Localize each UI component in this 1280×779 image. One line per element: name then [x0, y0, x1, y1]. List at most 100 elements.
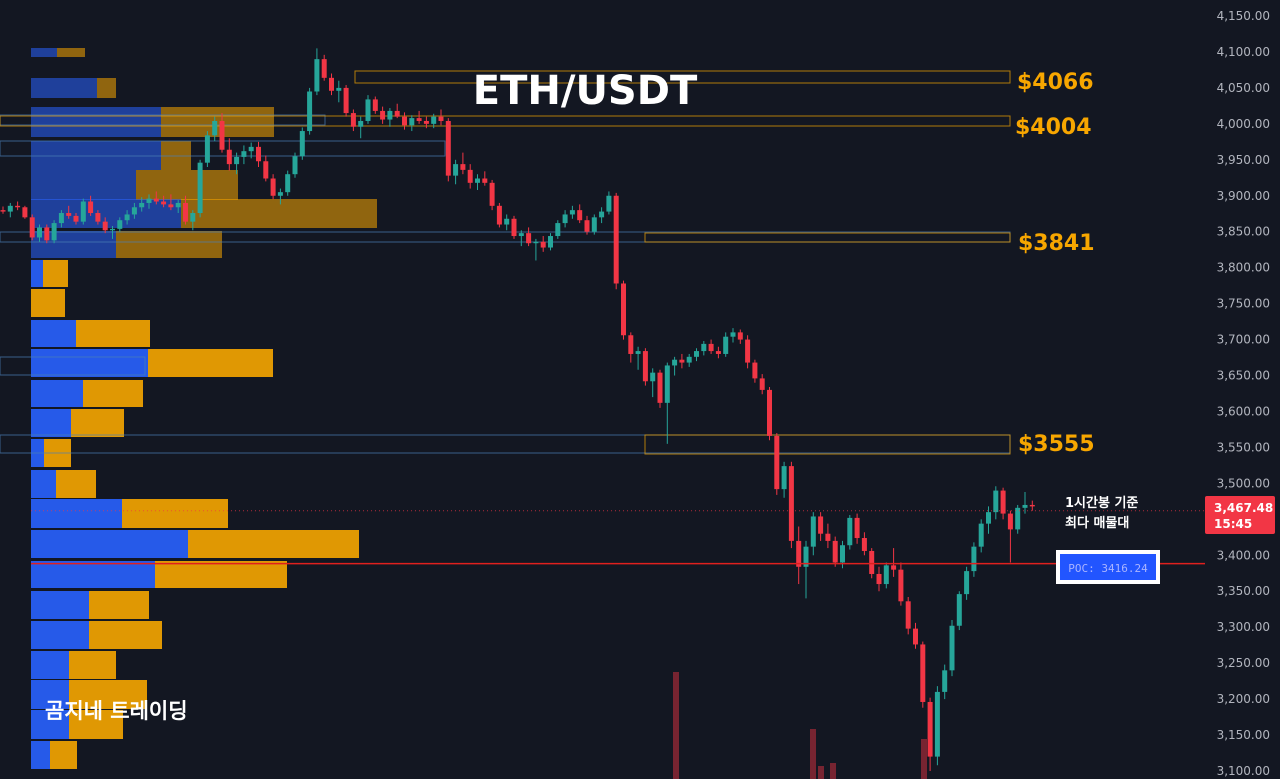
- candle-body: [212, 120, 218, 136]
- candle-body: [197, 162, 203, 214]
- y-tick-label: 3,400.00: [1217, 548, 1270, 562]
- candle: [489, 179, 495, 211]
- annotation-line-1: 1시간봉 기준: [1065, 495, 1138, 511]
- candle: [752, 359, 758, 383]
- candle-body: [153, 198, 159, 202]
- candle-body: [248, 146, 254, 152]
- vp-buy-bar: [31, 260, 43, 287]
- vp-buy-bar: [31, 231, 116, 258]
- candle-body: [0, 210, 6, 212]
- candle: [898, 562, 904, 606]
- candle: [927, 697, 933, 771]
- vp-sell-bar: [31, 289, 65, 317]
- candle: [504, 214, 510, 231]
- candle-body: [66, 213, 72, 216]
- vp-buy-bar: [31, 78, 97, 98]
- candle: [343, 85, 349, 117]
- candle: [825, 523, 831, 549]
- candle-body: [934, 691, 940, 757]
- candle-body: [905, 601, 911, 629]
- level-box-4066: [354, 70, 1011, 84]
- candle-body: [453, 164, 459, 176]
- candle-body: [1015, 507, 1021, 530]
- candle-body: [482, 178, 488, 183]
- candle-body: [752, 362, 758, 379]
- candle: [562, 210, 568, 228]
- candle-body: [767, 389, 772, 436]
- candle-body: [504, 218, 510, 225]
- candle: [139, 197, 145, 212]
- candle-body: [73, 215, 79, 222]
- candle: [745, 335, 751, 369]
- candle-body: [840, 545, 845, 563]
- candle-body: [526, 233, 532, 244]
- candle-body: [796, 540, 802, 567]
- candle: [350, 109, 356, 132]
- candle-body: [599, 211, 605, 218]
- candle-body: [949, 625, 955, 671]
- candle: [913, 622, 918, 649]
- poc-label-bg: [1060, 554, 1156, 580]
- candle-body: [628, 335, 634, 354]
- candle: [694, 348, 699, 362]
- vp-buy-bar: [31, 380, 83, 407]
- candle-body: [701, 343, 707, 352]
- candle-body: [110, 228, 115, 231]
- candle: [299, 127, 305, 160]
- candle: [110, 225, 115, 239]
- candle-body: [1007, 513, 1013, 530]
- candle: [1022, 492, 1028, 514]
- candle-body: [854, 517, 860, 539]
- candle: [51, 220, 57, 244]
- candle-body: [431, 116, 437, 124]
- candle: [854, 513, 860, 544]
- volume-bars: [673, 672, 927, 779]
- candle: [80, 198, 86, 225]
- candle: [548, 233, 553, 251]
- candle-body: [993, 490, 999, 513]
- candle: [993, 486, 999, 520]
- candle-body: [723, 336, 729, 354]
- volume-bar: [818, 766, 824, 779]
- current-price-tag: 3,467.48 15:45: [1205, 496, 1275, 534]
- candle: [964, 566, 970, 600]
- candle-body: [314, 59, 320, 92]
- candle-body: [467, 169, 473, 183]
- y-tick-label: 3,850.00: [1217, 225, 1270, 239]
- candle-body: [409, 118, 415, 126]
- candle-body: [117, 220, 123, 229]
- vp-sell-bar: [122, 499, 228, 528]
- candle: [708, 339, 714, 354]
- vp-sell-bar: [50, 741, 77, 769]
- vp-buy-bar: [31, 349, 148, 377]
- candle: [168, 194, 174, 211]
- candle-body: [51, 223, 57, 241]
- candle: [569, 205, 575, 219]
- candle: [1015, 504, 1021, 534]
- candle-body: [307, 91, 313, 132]
- candle-body: [475, 178, 480, 183]
- candle-body: [883, 565, 889, 585]
- candle-body: [124, 214, 130, 221]
- current-price-label: 3,467.48: [1214, 501, 1273, 515]
- poc-label-box: POC: 3416.24: [1056, 550, 1160, 584]
- candle-body: [44, 227, 50, 241]
- vp-buy-bar: [31, 561, 155, 588]
- candle: [847, 515, 853, 550]
- candle-body: [139, 202, 145, 208]
- candle-body: [533, 241, 539, 244]
- candle: [774, 433, 780, 495]
- candle-body: [350, 113, 356, 127]
- candle-body: [285, 174, 291, 193]
- candle: [526, 227, 532, 247]
- vp-buy-bar: [31, 170, 136, 200]
- vp-buy-bar: [31, 530, 188, 558]
- candle: [358, 116, 364, 139]
- candle: [0, 206, 6, 214]
- price-axis[interactable]: 4,150.00 4,100.00 4,050.00 4,000.00 3,950.00…: [1217, 9, 1270, 778]
- candle: [416, 110, 422, 124]
- y-tick-label: 3,250.00: [1217, 656, 1270, 670]
- candle: [591, 214, 597, 235]
- candle-body: [548, 236, 553, 248]
